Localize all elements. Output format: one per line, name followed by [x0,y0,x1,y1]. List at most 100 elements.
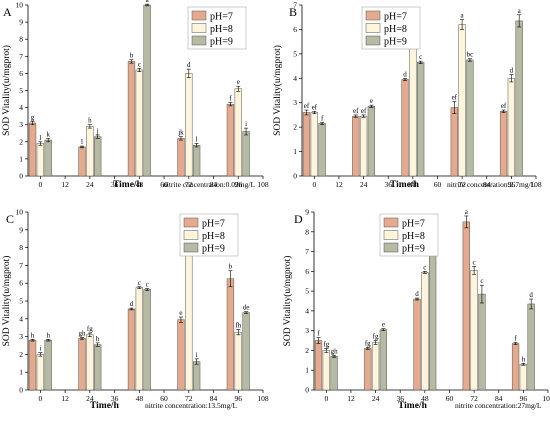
x-axis-label: Time/h [90,401,120,411]
bar [192,144,201,177]
y-tick-label: 9 [19,18,23,27]
x-tick-label: 84 [210,394,218,403]
x-tick-label: 48 [409,180,417,189]
bar [466,59,474,177]
significance-letter: de [243,304,250,312]
x-axis-label: Time/h [390,180,420,190]
significance-letter: k [46,130,50,138]
bar [226,278,235,391]
panel-letter: C [6,212,14,226]
bar [478,293,486,391]
x-tick-label: 60 [160,394,168,403]
significance-letter: f [317,330,320,338]
bar [242,131,250,177]
significance-letter: l [196,136,198,144]
legend-swatch [183,242,199,253]
y-tick-label: 1 [293,147,297,156]
legend: pH=7pH=8 pH=9 [179,213,239,257]
significance-letter: g [31,113,35,121]
y-tick-label: 8 [305,227,309,236]
significance-letter: a [146,0,150,4]
bar [234,331,242,391]
bar [78,146,86,177]
y-tick-label: 7 [305,247,309,256]
x-tick-label: 24 [86,394,94,403]
bar [242,312,250,391]
x-tick-label: 12 [335,180,343,189]
bar [28,122,37,177]
y-tick-label: 5 [293,49,297,58]
bar [177,319,185,391]
bar [450,107,458,177]
significance-letter: fg [87,325,93,333]
bar [507,78,516,177]
bar [185,73,193,177]
bar [143,289,151,391]
significance-letter: d [403,70,407,78]
significance-letter: a [461,12,465,20]
y-tick-label: 4 [305,306,309,315]
bar [330,356,338,391]
y-tick-label: 6 [19,69,23,78]
x-tick-label: 12 [61,394,69,403]
y-tick-label: 7 [19,52,23,61]
bar [499,111,508,177]
bar [94,344,102,391]
y-axis-label: SOD Vitality(u/mgprot) [282,256,293,347]
legend-label: pH=7 [202,219,225,230]
x-tick-label: 96 [235,180,243,189]
panel-letter: B [289,5,297,19]
y-tick-label: 3 [305,326,309,335]
y-tick-label: 4 [19,103,23,112]
x-tick-label: 36 [111,180,119,189]
bar [371,342,380,391]
significance-letter: e [370,97,373,105]
y-tick-label: 1 [19,368,23,377]
y-tick-label: 5 [19,86,23,95]
significance-letter: c [423,263,426,271]
significance-letter: fg [373,333,379,341]
significance-letter: d [187,61,191,69]
bar [94,136,102,177]
x-tick-label: 36 [384,180,392,189]
significance-letter: i [245,120,247,128]
bar [36,143,45,177]
y-tick-label: 5 [19,297,23,306]
y-axis-label: SOD Vitality(u/mgprot) [1,45,12,136]
x-tick-label: 36 [111,394,119,403]
legend-label: pH=9 [384,37,407,48]
legend-swatch [383,230,399,240]
significance-letter: l [81,138,83,146]
legend-swatch [365,10,381,21]
x-tick-label: 84 [495,394,503,403]
significance-letter: b [130,52,134,60]
nitrite-concentration-note: nitrite concentration:13.5mg/L [145,401,237,410]
y-tick-label: 2 [293,123,297,132]
x-tick-label: 36 [396,394,404,403]
significance-letter: gh [79,329,87,337]
bar [527,303,535,391]
legend-label: pH=8 [384,24,407,35]
significance-letter: d [510,67,514,75]
y-tick-label: 9 [19,225,23,234]
significance-letter: b [229,263,233,271]
bar [44,139,52,177]
bar [310,112,318,177]
x-tick-label: 72 [470,394,478,403]
y-tick-label: 2 [19,137,23,146]
legend-swatch [191,35,207,46]
x-tick-label: 108 [257,180,269,189]
bar [511,343,520,391]
significance-letter: j [96,127,99,135]
x-tick-label: 48 [421,394,429,403]
legend: pH=7pH=8 pH=9 [361,6,421,50]
bar [364,348,372,391]
bar [401,79,409,177]
bar [379,329,388,391]
x-tick-label: 24 [372,394,380,403]
legend-swatch [383,242,399,253]
bar [28,339,37,391]
chart-panel-d: 012243648607284961080123456789DSOD Vital… [282,208,550,412]
x-tick-label: 0 [38,394,42,403]
